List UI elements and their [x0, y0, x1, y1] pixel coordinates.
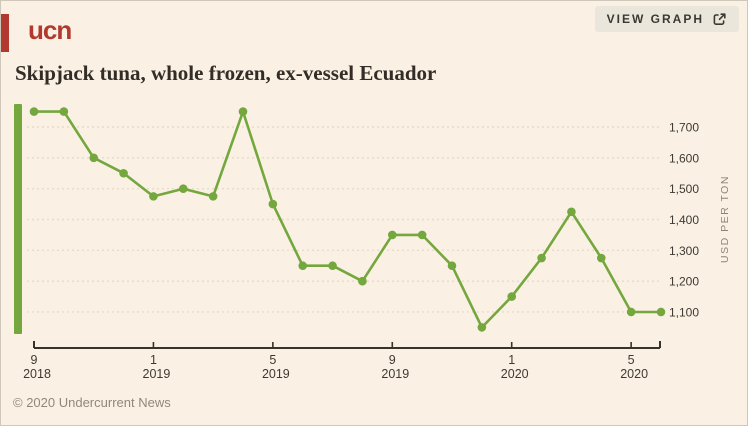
copyright-notice: © 2020 Undercurrent News	[13, 395, 171, 410]
range-indicator-bar[interactable]	[14, 104, 22, 334]
price-line-series	[32, 110, 663, 329]
data-point-2019-08[interactable]	[358, 276, 367, 286]
data-point-2018-11[interactable]	[89, 153, 99, 163]
y-axis-tick-label: 1,700	[669, 121, 699, 135]
data-point-2019-02[interactable]	[178, 184, 188, 193]
price-chart: 1,100 1,200 1,300 1,400 1,500 1,600 1,700 9 2018…	[1, 96, 747, 386]
data-point-2019-12[interactable]	[477, 323, 487, 332]
x-axis-month-label: 9	[389, 353, 396, 367]
page-title: Skipjack tuna, whole frozen, ex-vessel E…	[15, 61, 437, 85]
x-axis-year-label: 2019	[143, 367, 171, 381]
x-axis-year-label: 2019	[381, 367, 409, 381]
data-point-2020-03[interactable]	[567, 207, 576, 217]
x-axis-month-label: 1	[150, 353, 157, 367]
y-axis-title: USD PER TON	[719, 175, 731, 263]
data-point-2019-11[interactable]	[447, 261, 457, 271]
data-point-2018-10[interactable]	[59, 107, 69, 116]
y-axis-tick-label: 1,400	[669, 213, 699, 227]
x-axis-year-label: 2018	[23, 367, 51, 381]
ucn-logo-accent-bar	[1, 14, 9, 52]
ucn-logo[interactable]: ucn	[28, 15, 72, 45]
y-axis-tick-label: 1,100	[669, 305, 699, 319]
data-point-2018-12[interactable]	[119, 168, 128, 178]
external-link-icon	[712, 12, 727, 27]
view-graph-button[interactable]: VIEW GRAPH	[594, 6, 739, 32]
y-axis-tick-label: 1,500	[669, 182, 699, 196]
data-point-2019-03[interactable]	[208, 192, 218, 201]
data-point-2020-06[interactable]	[656, 307, 666, 317]
x-axis-month-label: 5	[269, 353, 276, 367]
data-point-2019-05[interactable]	[268, 199, 278, 209]
x-axis-year-label: 2019	[262, 367, 290, 381]
y-axis-tick-label: 1,300	[669, 244, 699, 258]
x-axis-month-label: 1	[508, 353, 515, 367]
x-axis-year-label: 2020	[620, 367, 648, 381]
data-point-2019-04[interactable]	[238, 107, 248, 116]
data-point-2019-01[interactable]	[149, 192, 158, 201]
y-axis-tick-label: 1,200	[669, 275, 699, 289]
view-graph-label: VIEW GRAPH	[606, 12, 704, 26]
data-point-2019-09[interactable]	[387, 230, 397, 240]
x-axis-month-label: 5	[628, 353, 635, 367]
data-point-2020-01[interactable]	[507, 292, 517, 301]
data-point-2019-06[interactable]	[298, 261, 308, 271]
data-point-2018-09[interactable]	[29, 107, 39, 116]
data-point-2020-02[interactable]	[537, 253, 546, 263]
x-axis-year-label: 2020	[501, 367, 529, 381]
data-point-2020-04[interactable]	[596, 253, 606, 263]
price-chart-svg: 1,1001,2001,3001,4001,5001,6001,70092018…	[14, 104, 731, 381]
data-point-2019-10[interactable]	[417, 230, 427, 240]
data-point-2020-05[interactable]	[626, 307, 636, 317]
y-axis-tick-label: 1,600	[669, 151, 699, 165]
data-point-2019-07[interactable]	[328, 261, 337, 271]
x-axis-month-label: 9	[31, 353, 38, 367]
